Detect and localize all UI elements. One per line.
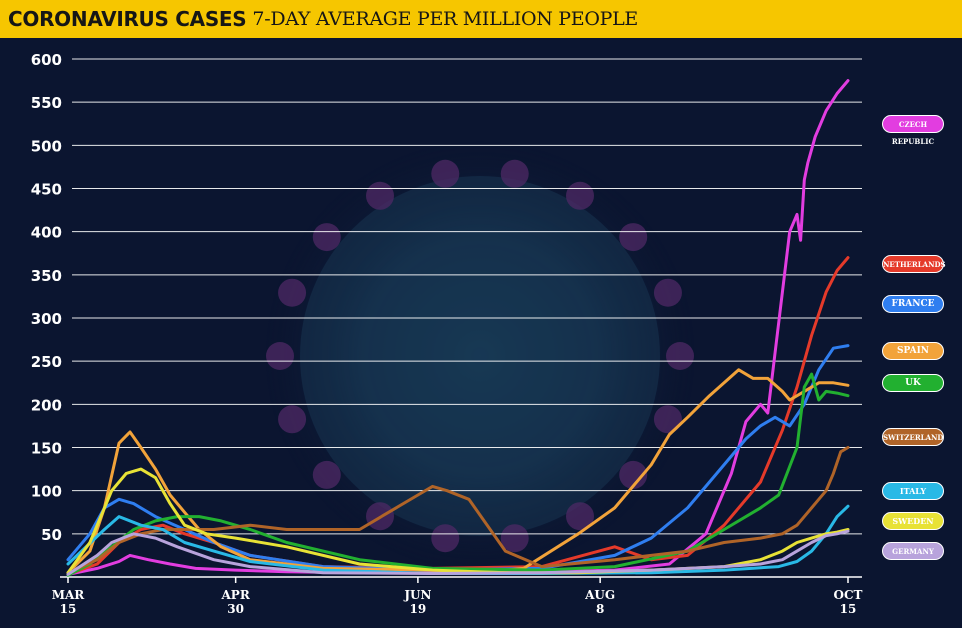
legend-sweden: SWEDEN [882, 511, 944, 530]
legend-netherlands: NETHERLANDS [882, 254, 946, 273]
y-tick-label: 400 [31, 224, 62, 242]
virus-spike [431, 159, 460, 188]
title-banner: CORONAVIRUS CASES 7-DAY AVERAGE PER MILL… [0, 0, 962, 38]
y-tick-label: 350 [31, 267, 62, 285]
legend-france: FRANCE [882, 295, 944, 314]
series-line-germany [66, 529, 850, 576]
y-tick-label: 250 [31, 353, 62, 371]
series-line-uk [66, 372, 850, 577]
chart-title-bold: CORONAVIRUS CASES [8, 7, 247, 31]
series-line-czech-republic [66, 79, 850, 576]
chart-title-rest: 7-DAY AVERAGE PER MILLION PEOPLE [252, 8, 639, 30]
y-tick-label: 200 [31, 396, 62, 414]
series-line-sweden [66, 467, 850, 575]
virus-spike [278, 278, 307, 307]
virus-spike [500, 524, 529, 553]
y-tick-label: 450 [31, 181, 62, 199]
series-line-switzerland [66, 446, 850, 575]
virus-spike [666, 342, 694, 370]
x-tick-label: 30 [227, 602, 244, 616]
x-tick-label: 15 [60, 602, 77, 616]
virus-spike [653, 278, 682, 307]
y-tick-label: 600 [31, 51, 62, 69]
legend-uk: UK [882, 373, 944, 392]
legend-czech-republic: CZECH REPUBLIC [882, 114, 944, 146]
x-tick-label: JUN [403, 588, 431, 602]
virus-spike [500, 159, 529, 188]
virus-spike [431, 524, 460, 553]
x-tick-label: 8 [596, 602, 604, 616]
y-tick-label: 300 [31, 310, 62, 328]
virus-spike [653, 405, 682, 434]
x-tick-label: AUG [584, 588, 615, 602]
virus-spike [312, 460, 341, 489]
virus-spike [619, 460, 648, 489]
virus-spike [312, 223, 341, 252]
y-tick-label: 100 [31, 483, 62, 501]
virus-spike [266, 342, 294, 370]
y-tick-label: 50 [41, 526, 62, 544]
virus-spike [619, 223, 648, 252]
y-tick-label: 500 [31, 137, 62, 155]
x-tick-label: 15 [840, 602, 857, 616]
virus-spike [566, 181, 594, 210]
virus-spike [366, 181, 394, 210]
x-tick-label: 19 [410, 602, 427, 616]
legend-switzerland: SWITZERLAND [882, 428, 944, 447]
series-line-spain [66, 368, 850, 575]
y-tick-label: 550 [31, 94, 62, 112]
virus-spike [278, 405, 307, 434]
virus-illustration [265, 141, 695, 571]
x-tick-label: APR [221, 588, 251, 602]
legend-spain: SPAIN [882, 341, 944, 360]
x-tick-label: OCT [834, 588, 863, 602]
legend-germany: GERMANY [882, 542, 944, 561]
x-tick-label: MAR [52, 588, 86, 602]
y-tick-label: 150 [31, 440, 62, 458]
virus-spike [566, 502, 594, 531]
legend-italy: ITALY [882, 481, 944, 500]
